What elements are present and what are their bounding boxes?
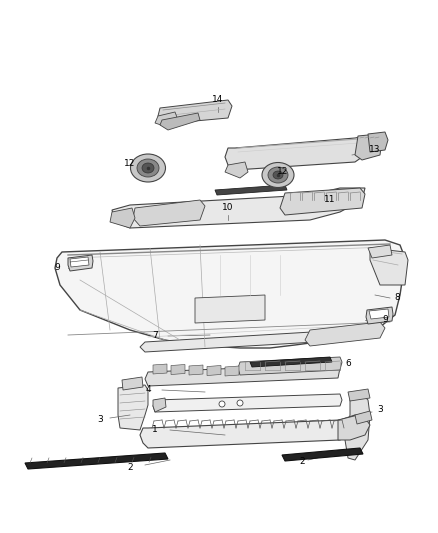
Polygon shape (250, 357, 332, 367)
Polygon shape (305, 322, 385, 346)
Polygon shape (70, 257, 89, 267)
Polygon shape (25, 453, 168, 469)
Polygon shape (171, 365, 185, 375)
Polygon shape (112, 188, 365, 228)
Text: 8: 8 (394, 294, 400, 303)
Text: 4: 4 (145, 385, 151, 394)
Polygon shape (153, 364, 167, 374)
Polygon shape (195, 295, 265, 323)
Ellipse shape (268, 167, 288, 183)
Polygon shape (110, 208, 135, 228)
Polygon shape (282, 448, 363, 461)
Text: 1: 1 (152, 425, 158, 434)
Text: 9: 9 (382, 316, 388, 325)
Polygon shape (189, 365, 203, 375)
Polygon shape (368, 132, 388, 152)
Text: 10: 10 (222, 204, 234, 213)
Text: 2: 2 (127, 464, 133, 472)
Polygon shape (133, 200, 205, 226)
Polygon shape (122, 377, 143, 390)
Text: 12: 12 (124, 158, 136, 167)
Polygon shape (160, 113, 200, 130)
Ellipse shape (142, 163, 154, 173)
Text: 6: 6 (345, 359, 351, 367)
Polygon shape (225, 136, 370, 170)
Text: 7: 7 (152, 332, 158, 341)
Polygon shape (280, 188, 365, 215)
Text: 3: 3 (377, 406, 383, 415)
Ellipse shape (273, 171, 283, 179)
Circle shape (219, 401, 225, 407)
Polygon shape (369, 309, 389, 319)
Text: 2: 2 (299, 457, 305, 466)
Polygon shape (140, 415, 358, 448)
Polygon shape (238, 357, 342, 375)
Polygon shape (345, 397, 370, 460)
Text: 13: 13 (369, 146, 381, 155)
Ellipse shape (131, 154, 166, 182)
Polygon shape (153, 394, 342, 412)
Polygon shape (55, 240, 405, 348)
Polygon shape (225, 366, 239, 376)
Polygon shape (355, 134, 382, 160)
Text: 14: 14 (212, 95, 224, 104)
Ellipse shape (137, 159, 159, 177)
Text: 12: 12 (277, 167, 289, 176)
Ellipse shape (262, 163, 294, 188)
Polygon shape (153, 398, 166, 412)
Polygon shape (140, 330, 355, 352)
Polygon shape (368, 245, 392, 258)
Polygon shape (348, 389, 370, 401)
Polygon shape (338, 415, 370, 440)
Polygon shape (158, 100, 232, 124)
Polygon shape (366, 307, 393, 324)
Polygon shape (155, 112, 178, 128)
Polygon shape (68, 255, 93, 271)
Polygon shape (225, 162, 248, 178)
Polygon shape (355, 411, 372, 424)
Polygon shape (145, 364, 340, 386)
Polygon shape (215, 185, 287, 195)
Text: 9: 9 (54, 263, 60, 272)
Polygon shape (207, 366, 221, 376)
Text: 11: 11 (324, 196, 336, 205)
Polygon shape (118, 385, 148, 430)
Circle shape (237, 400, 243, 406)
Text: 3: 3 (97, 416, 103, 424)
Polygon shape (370, 248, 408, 285)
